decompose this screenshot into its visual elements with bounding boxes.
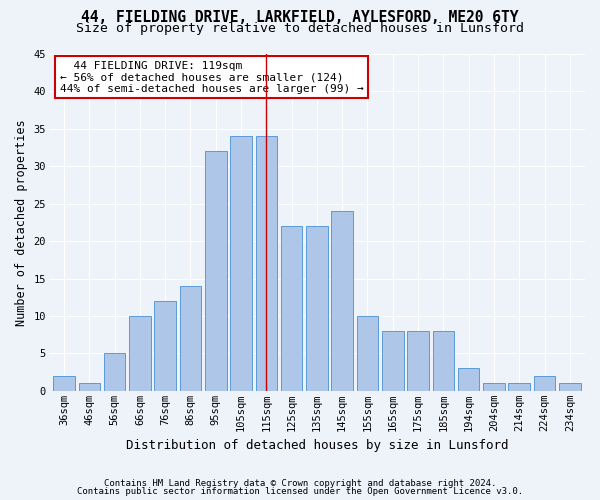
- Bar: [230, 136, 252, 391]
- Bar: [433, 331, 454, 391]
- Bar: [281, 226, 302, 391]
- Bar: [154, 301, 176, 391]
- Text: Contains public sector information licensed under the Open Government Licence v3: Contains public sector information licen…: [77, 487, 523, 496]
- Bar: [79, 384, 100, 391]
- Text: Contains HM Land Registry data © Crown copyright and database right 2024.: Contains HM Land Registry data © Crown c…: [104, 478, 496, 488]
- Bar: [53, 376, 75, 391]
- Bar: [129, 316, 151, 391]
- Bar: [407, 331, 429, 391]
- Text: 44 FIELDING DRIVE: 119sqm
← 56% of detached houses are smaller (124)
44% of semi: 44 FIELDING DRIVE: 119sqm ← 56% of detac…: [59, 60, 364, 94]
- Bar: [534, 376, 555, 391]
- Bar: [559, 384, 581, 391]
- Bar: [306, 226, 328, 391]
- Bar: [205, 152, 227, 391]
- X-axis label: Distribution of detached houses by size in Lunsford: Distribution of detached houses by size …: [125, 440, 508, 452]
- Y-axis label: Number of detached properties: Number of detached properties: [15, 119, 28, 326]
- Text: Size of property relative to detached houses in Lunsford: Size of property relative to detached ho…: [76, 22, 524, 35]
- Bar: [331, 211, 353, 391]
- Bar: [180, 286, 201, 391]
- Bar: [458, 368, 479, 391]
- Bar: [508, 384, 530, 391]
- Bar: [357, 316, 378, 391]
- Text: 44, FIELDING DRIVE, LARKFIELD, AYLESFORD, ME20 6TY: 44, FIELDING DRIVE, LARKFIELD, AYLESFORD…: [81, 10, 519, 25]
- Bar: [483, 384, 505, 391]
- Bar: [382, 331, 404, 391]
- Bar: [256, 136, 277, 391]
- Bar: [104, 354, 125, 391]
